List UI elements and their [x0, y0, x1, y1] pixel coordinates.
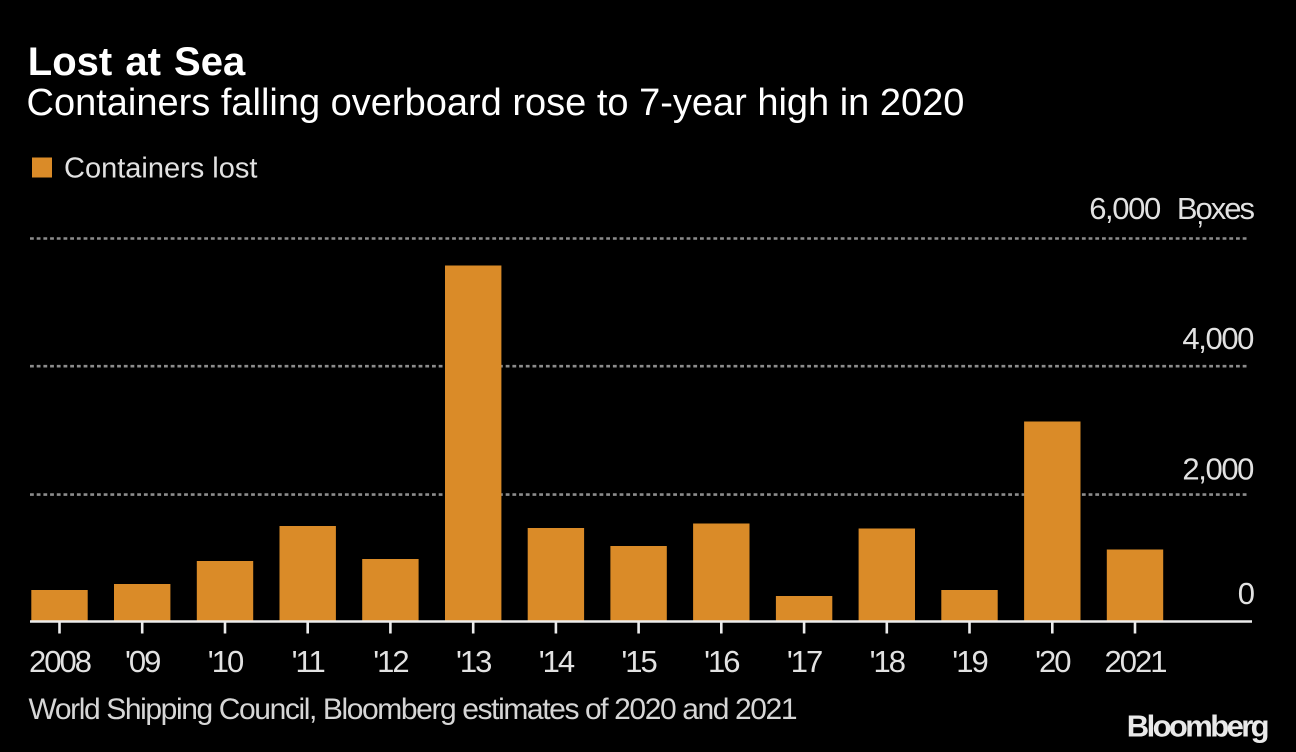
svg-text:'19: '19 — [952, 644, 987, 679]
svg-text:'18: '18 — [870, 644, 905, 679]
svg-text:World Shipping Council, Bloomb: World Shipping Council, Bloomberg estima… — [29, 693, 797, 726]
svg-text:'13: '13 — [456, 644, 491, 679]
svg-text:,: , — [1197, 200, 1203, 230]
svg-text:'17: '17 — [787, 644, 822, 679]
svg-text:'14: '14 — [539, 644, 575, 679]
svg-text:'11: '11 — [292, 644, 325, 679]
svg-text:4,000: 4,000 — [1182, 321, 1254, 356]
svg-text:2021: 2021 — [1105, 644, 1167, 679]
svg-text:Boxes: Boxes — [1177, 191, 1255, 226]
svg-text:6,000: 6,000 — [1089, 191, 1161, 226]
svg-text:'12: '12 — [373, 644, 408, 679]
svg-text:Bloomberg: Bloomberg — [1127, 709, 1268, 744]
svg-text:Containers falling overboard r: Containers falling overboard rose to 7-y… — [27, 82, 965, 124]
svg-text:'09: '09 — [125, 644, 160, 679]
svg-text:'15: '15 — [621, 644, 656, 679]
svg-text:Containers lost: Containers lost — [64, 153, 257, 185]
svg-text:'16: '16 — [704, 644, 739, 679]
svg-text:0: 0 — [1238, 576, 1255, 611]
svg-text:2,000: 2,000 — [1182, 451, 1254, 486]
svg-text:2008: 2008 — [29, 644, 91, 679]
svg-text:'10: '10 — [208, 644, 244, 679]
svg-text:'20: '20 — [1035, 644, 1071, 679]
svg-text:Lost at Sea: Lost at Sea — [28, 40, 246, 84]
